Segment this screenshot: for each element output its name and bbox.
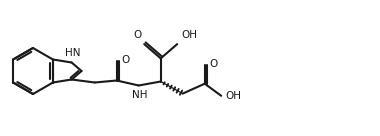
Text: OH: OH [181, 30, 197, 40]
Text: OH: OH [225, 91, 241, 101]
Text: NH: NH [132, 90, 147, 101]
Text: O: O [210, 59, 218, 69]
Text: O: O [133, 30, 141, 40]
Text: HN: HN [65, 47, 80, 58]
Text: O: O [122, 55, 130, 65]
